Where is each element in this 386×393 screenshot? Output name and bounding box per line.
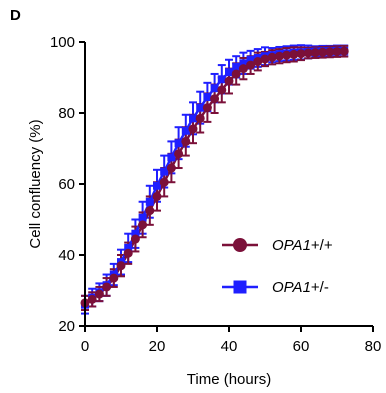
data-point-heterozygous — [196, 103, 205, 112]
y-tick-label: 80 — [58, 105, 75, 122]
data-point-heterozygous — [160, 167, 169, 176]
data-point-wildtype — [116, 261, 126, 271]
data-point-wildtype — [217, 85, 227, 95]
data-point-wildtype — [188, 124, 198, 134]
y-axis-title: Cell confluency (%) — [27, 119, 44, 248]
data-point-wildtype — [210, 94, 220, 104]
y-tick-label: 60 — [58, 176, 75, 193]
data-point-wildtype — [274, 51, 284, 61]
legend-label: OPA1+/+ — [272, 237, 333, 254]
x-tick-label: 20 — [149, 338, 166, 355]
data-point-wildtype — [138, 220, 148, 230]
data-point-heterozygous — [210, 84, 219, 93]
data-point-heterozygous — [232, 62, 241, 71]
y-tick-label: 100 — [50, 34, 75, 51]
x-axis-title: Time (hours) — [187, 371, 271, 388]
x-tick-label: 40 — [221, 338, 238, 355]
data-point-wildtype — [325, 47, 335, 57]
x-tick-label: 0 — [81, 338, 89, 355]
data-point-wildtype — [310, 48, 320, 58]
data-point-wildtype — [231, 69, 241, 79]
data-point-wildtype — [123, 248, 133, 258]
data-point-heterozygous — [138, 213, 147, 222]
y-tick-label: 40 — [58, 247, 75, 264]
data-point-wildtype — [260, 54, 270, 64]
marker-layer — [80, 46, 349, 309]
data-point-wildtype — [152, 191, 162, 201]
data-point-wildtype — [202, 103, 212, 113]
panel-label: D — [10, 7, 21, 24]
data-point-wildtype — [145, 206, 155, 216]
data-point-heterozygous — [203, 93, 212, 102]
legend-item-heterozygous: OPA1+/- — [222, 279, 329, 296]
data-point-wildtype — [224, 76, 234, 86]
data-point-heterozygous — [239, 59, 248, 68]
data-point-wildtype — [174, 149, 184, 159]
data-point-heterozygous — [181, 126, 190, 135]
data-point-heterozygous — [124, 243, 133, 252]
legend-marker-square — [233, 280, 247, 294]
tick-layer: 0 20 40 60 80 20 40 60 80 100 — [50, 34, 381, 355]
data-point-wildtype — [238, 64, 248, 74]
data-point-wildtype — [339, 46, 349, 56]
legend-marker-circle — [233, 238, 247, 252]
legend-label-gene: OPA1 — [272, 279, 311, 296]
data-point-wildtype — [181, 136, 191, 146]
data-point-wildtype — [159, 177, 169, 187]
data-point-heterozygous — [174, 139, 183, 148]
y-tick-label: 20 — [58, 318, 75, 335]
data-point-wildtype — [195, 113, 205, 123]
x-tick-label: 80 — [365, 338, 382, 355]
data-point-wildtype — [282, 50, 292, 60]
data-point-wildtype — [318, 47, 328, 57]
data-point-wildtype — [102, 282, 112, 292]
data-point-heterozygous — [217, 75, 226, 84]
legend-label-genotype: +/- — [311, 279, 329, 296]
data-point-heterozygous — [189, 114, 197, 123]
data-point-heterozygous — [225, 68, 233, 77]
data-point-wildtype — [109, 273, 119, 283]
data-point-heterozygous — [131, 229, 140, 238]
data-point-wildtype — [267, 52, 277, 62]
data-point-wildtype — [303, 48, 313, 58]
data-point-heterozygous — [246, 55, 255, 64]
x-tick-label: 60 — [293, 338, 310, 355]
legend: OPA1+/+OPA1+/- — [222, 237, 333, 296]
data-point-wildtype — [87, 294, 97, 304]
legend-label-genotype: +/+ — [311, 237, 333, 254]
legend-item-wildtype: OPA1+/+ — [222, 237, 333, 254]
data-point-wildtype — [332, 47, 342, 57]
legend-label: OPA1+/- — [272, 279, 329, 296]
data-point-wildtype — [130, 234, 140, 244]
legend-label-gene: OPA1 — [272, 237, 311, 254]
data-point-heterozygous — [167, 153, 176, 162]
data-point-wildtype — [166, 163, 176, 173]
data-point-wildtype — [289, 49, 299, 59]
data-point-heterozygous — [145, 197, 154, 206]
data-point-heterozygous — [153, 181, 161, 190]
data-point-wildtype — [94, 289, 104, 299]
data-point-wildtype — [296, 49, 306, 59]
data-point-wildtype — [253, 57, 263, 67]
data-point-wildtype — [246, 60, 256, 70]
